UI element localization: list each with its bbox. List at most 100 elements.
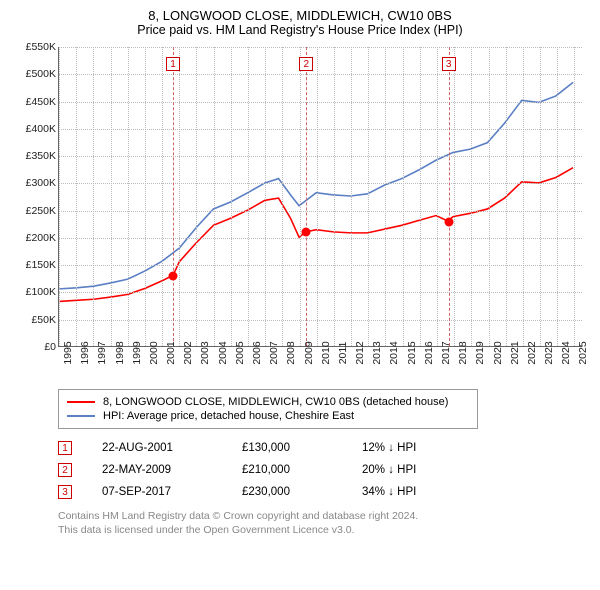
gridline-v: [317, 47, 318, 346]
transaction-price: £230,000: [242, 486, 332, 498]
x-axis-label: 2019: [474, 341, 486, 364]
x-axis-label: 2025: [577, 341, 589, 364]
x-axis-label: 2021: [509, 341, 521, 364]
x-axis-label: 2013: [371, 341, 383, 364]
y-axis-label: £100K: [12, 286, 56, 298]
x-axis-label: 2012: [354, 341, 366, 364]
gridline-v: [454, 47, 455, 346]
gridline-v: [162, 47, 163, 346]
gridline-h: [59, 74, 582, 75]
marker-dot-icon: [444, 217, 453, 226]
transaction-marker-icon: 2: [58, 463, 72, 477]
gridline-v: [76, 47, 77, 346]
x-axis-label: 2017: [440, 341, 452, 364]
y-axis-label: £200K: [12, 232, 56, 244]
legend-label: HPI: Average price, detached house, Ches…: [103, 410, 354, 422]
gridline-v: [145, 47, 146, 346]
x-axis-label: 2020: [492, 341, 504, 364]
gridline-h: [59, 102, 582, 103]
x-axis-label: 2015: [406, 341, 418, 364]
x-axis-label: 2008: [285, 341, 297, 364]
y-axis-label: £50K: [12, 314, 56, 326]
table-row: 1 22-AUG-2001 £130,000 12% ↓ HPI: [58, 437, 590, 459]
marker-box-icon: 1: [166, 57, 180, 71]
x-axis-label: 1996: [79, 341, 91, 364]
x-axis-label: 2002: [182, 341, 194, 364]
x-axis-label: 2007: [268, 341, 280, 364]
transaction-diff: 34% ↓ HPI: [362, 486, 462, 498]
plot-area: 1 2 3: [58, 47, 582, 347]
footer-line: Contains HM Land Registry data © Crown c…: [58, 509, 590, 523]
gridline-v: [437, 47, 438, 346]
gridline-v: [282, 47, 283, 346]
x-axis-label: 2022: [526, 341, 538, 364]
transaction-table: 1 22-AUG-2001 £130,000 12% ↓ HPI 2 22-MA…: [58, 437, 590, 503]
x-axis-label: 2001: [165, 341, 177, 364]
x-axis-label: 2016: [423, 341, 435, 364]
x-axis-label: 2014: [388, 341, 400, 364]
x-axis-label: 2011: [337, 342, 349, 365]
marker-vline: [306, 47, 307, 346]
y-axis-label: £300K: [12, 177, 56, 189]
legend: 8, LONGWOOD CLOSE, MIDDLEWICH, CW10 0BS …: [58, 389, 478, 429]
legend-swatch: [67, 401, 95, 403]
y-axis-label: £550K: [12, 41, 56, 53]
footer-attribution: Contains HM Land Registry data © Crown c…: [58, 509, 590, 537]
x-axis-label: 2006: [251, 341, 263, 364]
chart-title: 8, LONGWOOD CLOSE, MIDDLEWICH, CW10 0BS: [10, 8, 590, 23]
gridline-v: [111, 47, 112, 346]
y-axis-label: £450K: [12, 96, 56, 108]
marker-dot-icon: [302, 228, 311, 237]
footer-line: This data is licensed under the Open Gov…: [58, 523, 590, 537]
table-row: 2 22-MAY-2009 £210,000 20% ↓ HPI: [58, 459, 590, 481]
gridline-h: [59, 292, 582, 293]
x-axis-label: 2023: [543, 341, 555, 364]
table-row: 3 07-SEP-2017 £230,000 34% ↓ HPI: [58, 481, 590, 503]
gridline-v: [231, 47, 232, 346]
gridline-v: [557, 47, 558, 346]
gridline-v: [93, 47, 94, 346]
gridline-v: [351, 47, 352, 346]
legend-label: 8, LONGWOOD CLOSE, MIDDLEWICH, CW10 0BS …: [103, 396, 448, 408]
chart-area: 1 2 3 £0 £50K £100K £150K £200K £250K £300K £350K…: [10, 43, 590, 383]
x-axis-label: 1995: [62, 341, 74, 364]
gridline-h: [59, 211, 582, 212]
transaction-price: £210,000: [242, 464, 332, 476]
chart-subtitle: Price paid vs. HM Land Registry's House …: [10, 23, 590, 37]
gridline-v: [489, 47, 490, 346]
gridline-h: [59, 320, 582, 321]
legend-item: 8, LONGWOOD CLOSE, MIDDLEWICH, CW10 0BS …: [67, 395, 469, 409]
legend-swatch: [67, 415, 95, 417]
x-axis-label: 1999: [131, 341, 143, 364]
gridline-v: [420, 47, 421, 346]
marker-box-icon: 2: [299, 57, 313, 71]
marker-vline: [173, 47, 174, 346]
gridline-v: [214, 47, 215, 346]
gridline-h: [59, 265, 582, 266]
x-axis-label: 2004: [217, 341, 229, 364]
transaction-diff: 20% ↓ HPI: [362, 464, 462, 476]
marker-vline: [449, 47, 450, 346]
gridline-v: [248, 47, 249, 346]
y-axis-label: £0: [12, 341, 56, 353]
marker-dot-icon: [169, 272, 178, 281]
gridline-v: [540, 47, 541, 346]
gridline-v: [403, 47, 404, 346]
y-axis-label: £250K: [12, 205, 56, 217]
x-axis-label: 2024: [560, 341, 572, 364]
gridline-v: [506, 47, 507, 346]
gridline-v: [334, 47, 335, 346]
marker-box-icon: 3: [442, 57, 456, 71]
gridline-v: [59, 47, 60, 346]
x-axis-label: 2010: [320, 341, 332, 364]
x-axis-label: 1998: [114, 341, 126, 364]
transaction-marker-icon: 1: [58, 441, 72, 455]
gridline-h: [59, 183, 582, 184]
transaction-date: 07-SEP-2017: [102, 486, 212, 498]
y-axis-label: £150K: [12, 259, 56, 271]
y-axis-label: £350K: [12, 150, 56, 162]
y-axis-label: £500K: [12, 68, 56, 80]
gridline-h: [59, 156, 582, 157]
gridline-v: [574, 47, 575, 346]
transaction-diff: 12% ↓ HPI: [362, 442, 462, 454]
